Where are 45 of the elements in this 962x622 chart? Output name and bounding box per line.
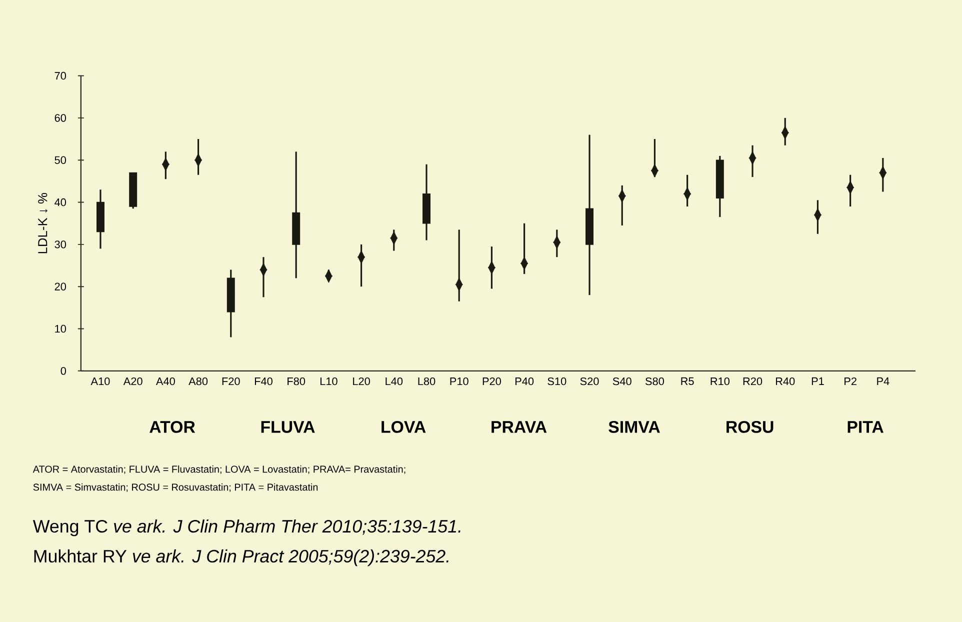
text: ATOR = Atorvastatin; FLUVA = Fluvastatin; LOVA = Lovastatin; PRAVA= Pravastatin; (32, 465, 406, 474)
x-tick-label: L40 (386, 377, 403, 386)
x-tick-label: F80 (288, 377, 306, 386)
text: Mukhtar RY ve ark. J Clin Pract 2005;59(2):239-252. (34, 549, 448, 566)
x-tick-label: P10 (450, 377, 468, 386)
x-tick-label: R5 (681, 377, 694, 385)
text: ROSU (726, 420, 774, 433)
x-tick-label: A10 (90, 377, 110, 386)
x-tick-label: P4 (877, 377, 890, 385)
text: SIMVA = Simvastatin; ROSU = Rosuvastatin; PITA = Pitavastatin (33, 483, 318, 492)
x-tick-label: A40 (156, 377, 175, 386)
x-tick-label: S20 (580, 377, 599, 386)
x-tick-label: F20 (222, 377, 240, 386)
x-tick-label: S80 (645, 377, 664, 386)
x-tick-label: R40 (776, 377, 795, 386)
x-tick-label: L80 (418, 377, 436, 386)
x-tick-label: P1 (812, 377, 824, 385)
text: PITA (848, 421, 884, 433)
text: PRAVA (492, 421, 547, 433)
x-tick-label: P40 (515, 377, 534, 386)
x-tick-label: S10 (548, 377, 566, 386)
text: LOVA (382, 420, 426, 433)
x-tick-label: A20 (123, 377, 142, 386)
x-tick-label: P20 (482, 377, 501, 386)
x-tick-label: P2 (844, 377, 856, 385)
text: ATOR (150, 420, 196, 433)
y-axis-title: LDL-K ↓ % (38, 192, 48, 254)
text: FLUVA (261, 421, 315, 433)
y-tick-label: 30 (54, 240, 66, 248)
y-tick-label: 20 (54, 282, 66, 290)
text: SIMVA (608, 420, 660, 433)
x-tick-label: R20 (743, 377, 762, 386)
x-tick-label: F40 (254, 377, 272, 386)
y-tick-label: 10 (55, 324, 66, 333)
x-tick-label: L20 (353, 377, 370, 386)
x-tick-label: R10 (710, 377, 730, 386)
y-tick-label: 60 (54, 114, 66, 122)
y-tick-label: 40 (54, 198, 66, 206)
text: Weng TC ve ark. J Clin Pharm Ther 2010;35:139-151. (32, 519, 460, 536)
y-tick-label: 50 (54, 156, 66, 164)
x-tick-label: L10 (320, 377, 338, 386)
x-tick-label: A80 (188, 377, 208, 386)
y-tick-label: 0 (60, 366, 66, 375)
x-tick-label: S40 (612, 377, 632, 386)
y-tick-label: 70 (54, 72, 66, 80)
